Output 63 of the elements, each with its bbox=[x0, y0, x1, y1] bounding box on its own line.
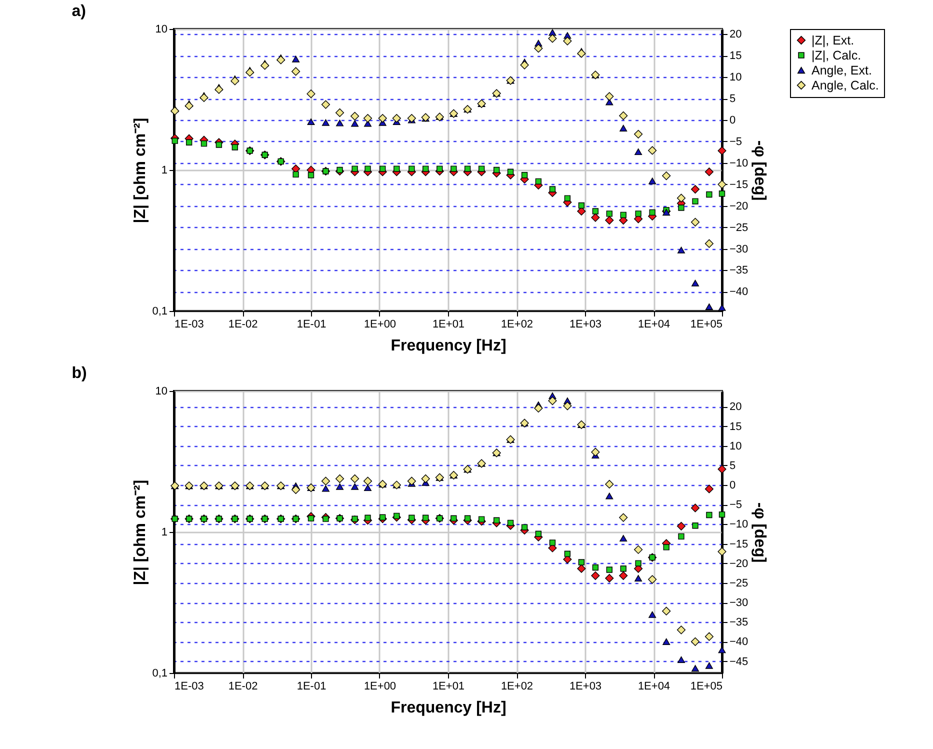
y2-tick-label: −20 bbox=[730, 200, 748, 212]
y2-tick-label: 5 bbox=[730, 93, 736, 106]
x-tick-label: 1E-02 bbox=[228, 680, 258, 692]
y2-tick-label: −5 bbox=[730, 136, 742, 148]
y2-tick-label: −45 bbox=[730, 656, 748, 668]
y2-tick-label: 0 bbox=[730, 114, 736, 126]
chart-title: b) bbox=[72, 365, 87, 382]
y-tick-label: 1 bbox=[161, 164, 168, 176]
y2-tick-label: −35 bbox=[730, 264, 748, 277]
y-tick-label: 10 bbox=[155, 386, 168, 398]
x-tick-label: 1E-01 bbox=[296, 318, 326, 330]
y-tick-label: 10 bbox=[155, 24, 168, 36]
x-tick-label: 1E+00 bbox=[364, 318, 396, 330]
y2-tick-label: 20 bbox=[730, 28, 742, 41]
y-tick-label: 0,1 bbox=[152, 306, 168, 318]
x-tick-label: 1E+03 bbox=[569, 680, 602, 692]
x-tick-label: 1E+05 bbox=[690, 680, 722, 692]
x-tick-label: 1E+03 bbox=[569, 318, 602, 330]
y2-axis-title: -φ [deg] bbox=[751, 140, 768, 201]
x-tick-label: 1E-02 bbox=[228, 318, 258, 330]
x-axis-title: Frequency [Hz] bbox=[390, 338, 506, 354]
y2-tick-label: 20 bbox=[730, 401, 742, 414]
x-tick-label: 1E+00 bbox=[364, 680, 396, 692]
y2-tick-label: 5 bbox=[730, 460, 736, 472]
y2-tick-label: −5 bbox=[730, 499, 742, 512]
y-axis-title: |Z| [ohm cm⁻²] bbox=[132, 118, 150, 224]
y2-tick-label: 15 bbox=[730, 420, 742, 433]
y2-tick-label: 10 bbox=[730, 72, 742, 84]
legend-label: Angle, Ext. bbox=[812, 63, 872, 78]
x-tick-label: 1E+04 bbox=[638, 680, 670, 692]
y2-axis-title: -φ [deg] bbox=[751, 502, 768, 563]
legend-label: Angle, Calc. bbox=[812, 78, 879, 92]
y2-tick-label: −40 bbox=[730, 636, 748, 648]
y2-tick-label: −15 bbox=[730, 538, 748, 550]
x-tick-label: 1E+05 bbox=[690, 318, 722, 330]
legend-label: |Z|, Calc. bbox=[812, 48, 862, 62]
y2-tick-label: −25 bbox=[730, 222, 748, 234]
y-axis-title: |Z| [ohm cm⁻²] bbox=[132, 480, 150, 586]
y2-tick-label: −15 bbox=[730, 178, 748, 191]
x-tick-label: 1E+01 bbox=[432, 680, 465, 692]
y2-tick-label: −25 bbox=[730, 577, 748, 590]
y-tick-label: 0,1 bbox=[152, 668, 168, 680]
y2-tick-label: −30 bbox=[730, 597, 748, 609]
x-tick-label: 1E+04 bbox=[638, 318, 670, 330]
y2-tick-label: −40 bbox=[730, 286, 748, 298]
y2-tick-label: 10 bbox=[730, 440, 742, 452]
x-tick-label: 1E-01 bbox=[296, 680, 326, 692]
x-tick-label: 1E+01 bbox=[432, 318, 465, 330]
x-tick-label: 1E+02 bbox=[500, 680, 534, 692]
x-axis-title: Frequency [Hz] bbox=[390, 700, 506, 716]
y2-tick-label: 0 bbox=[730, 480, 736, 492]
y2-tick-label: −30 bbox=[730, 243, 748, 256]
y2-tick-label: −10 bbox=[730, 157, 748, 170]
y2-tick-label: −35 bbox=[730, 616, 748, 629]
legend-label: |Z|, Ext. bbox=[812, 33, 854, 48]
x-tick-label: 1E-03 bbox=[174, 318, 204, 330]
y-tick-label: 1 bbox=[161, 526, 168, 538]
y2-tick-label: −20 bbox=[730, 558, 748, 570]
y2-tick-label: 15 bbox=[730, 50, 742, 62]
x-tick-label: 1E+02 bbox=[500, 318, 534, 330]
chart-title: a) bbox=[72, 3, 86, 20]
y2-tick-label: −10 bbox=[730, 518, 748, 531]
x-tick-label: 1E-03 bbox=[174, 680, 204, 692]
